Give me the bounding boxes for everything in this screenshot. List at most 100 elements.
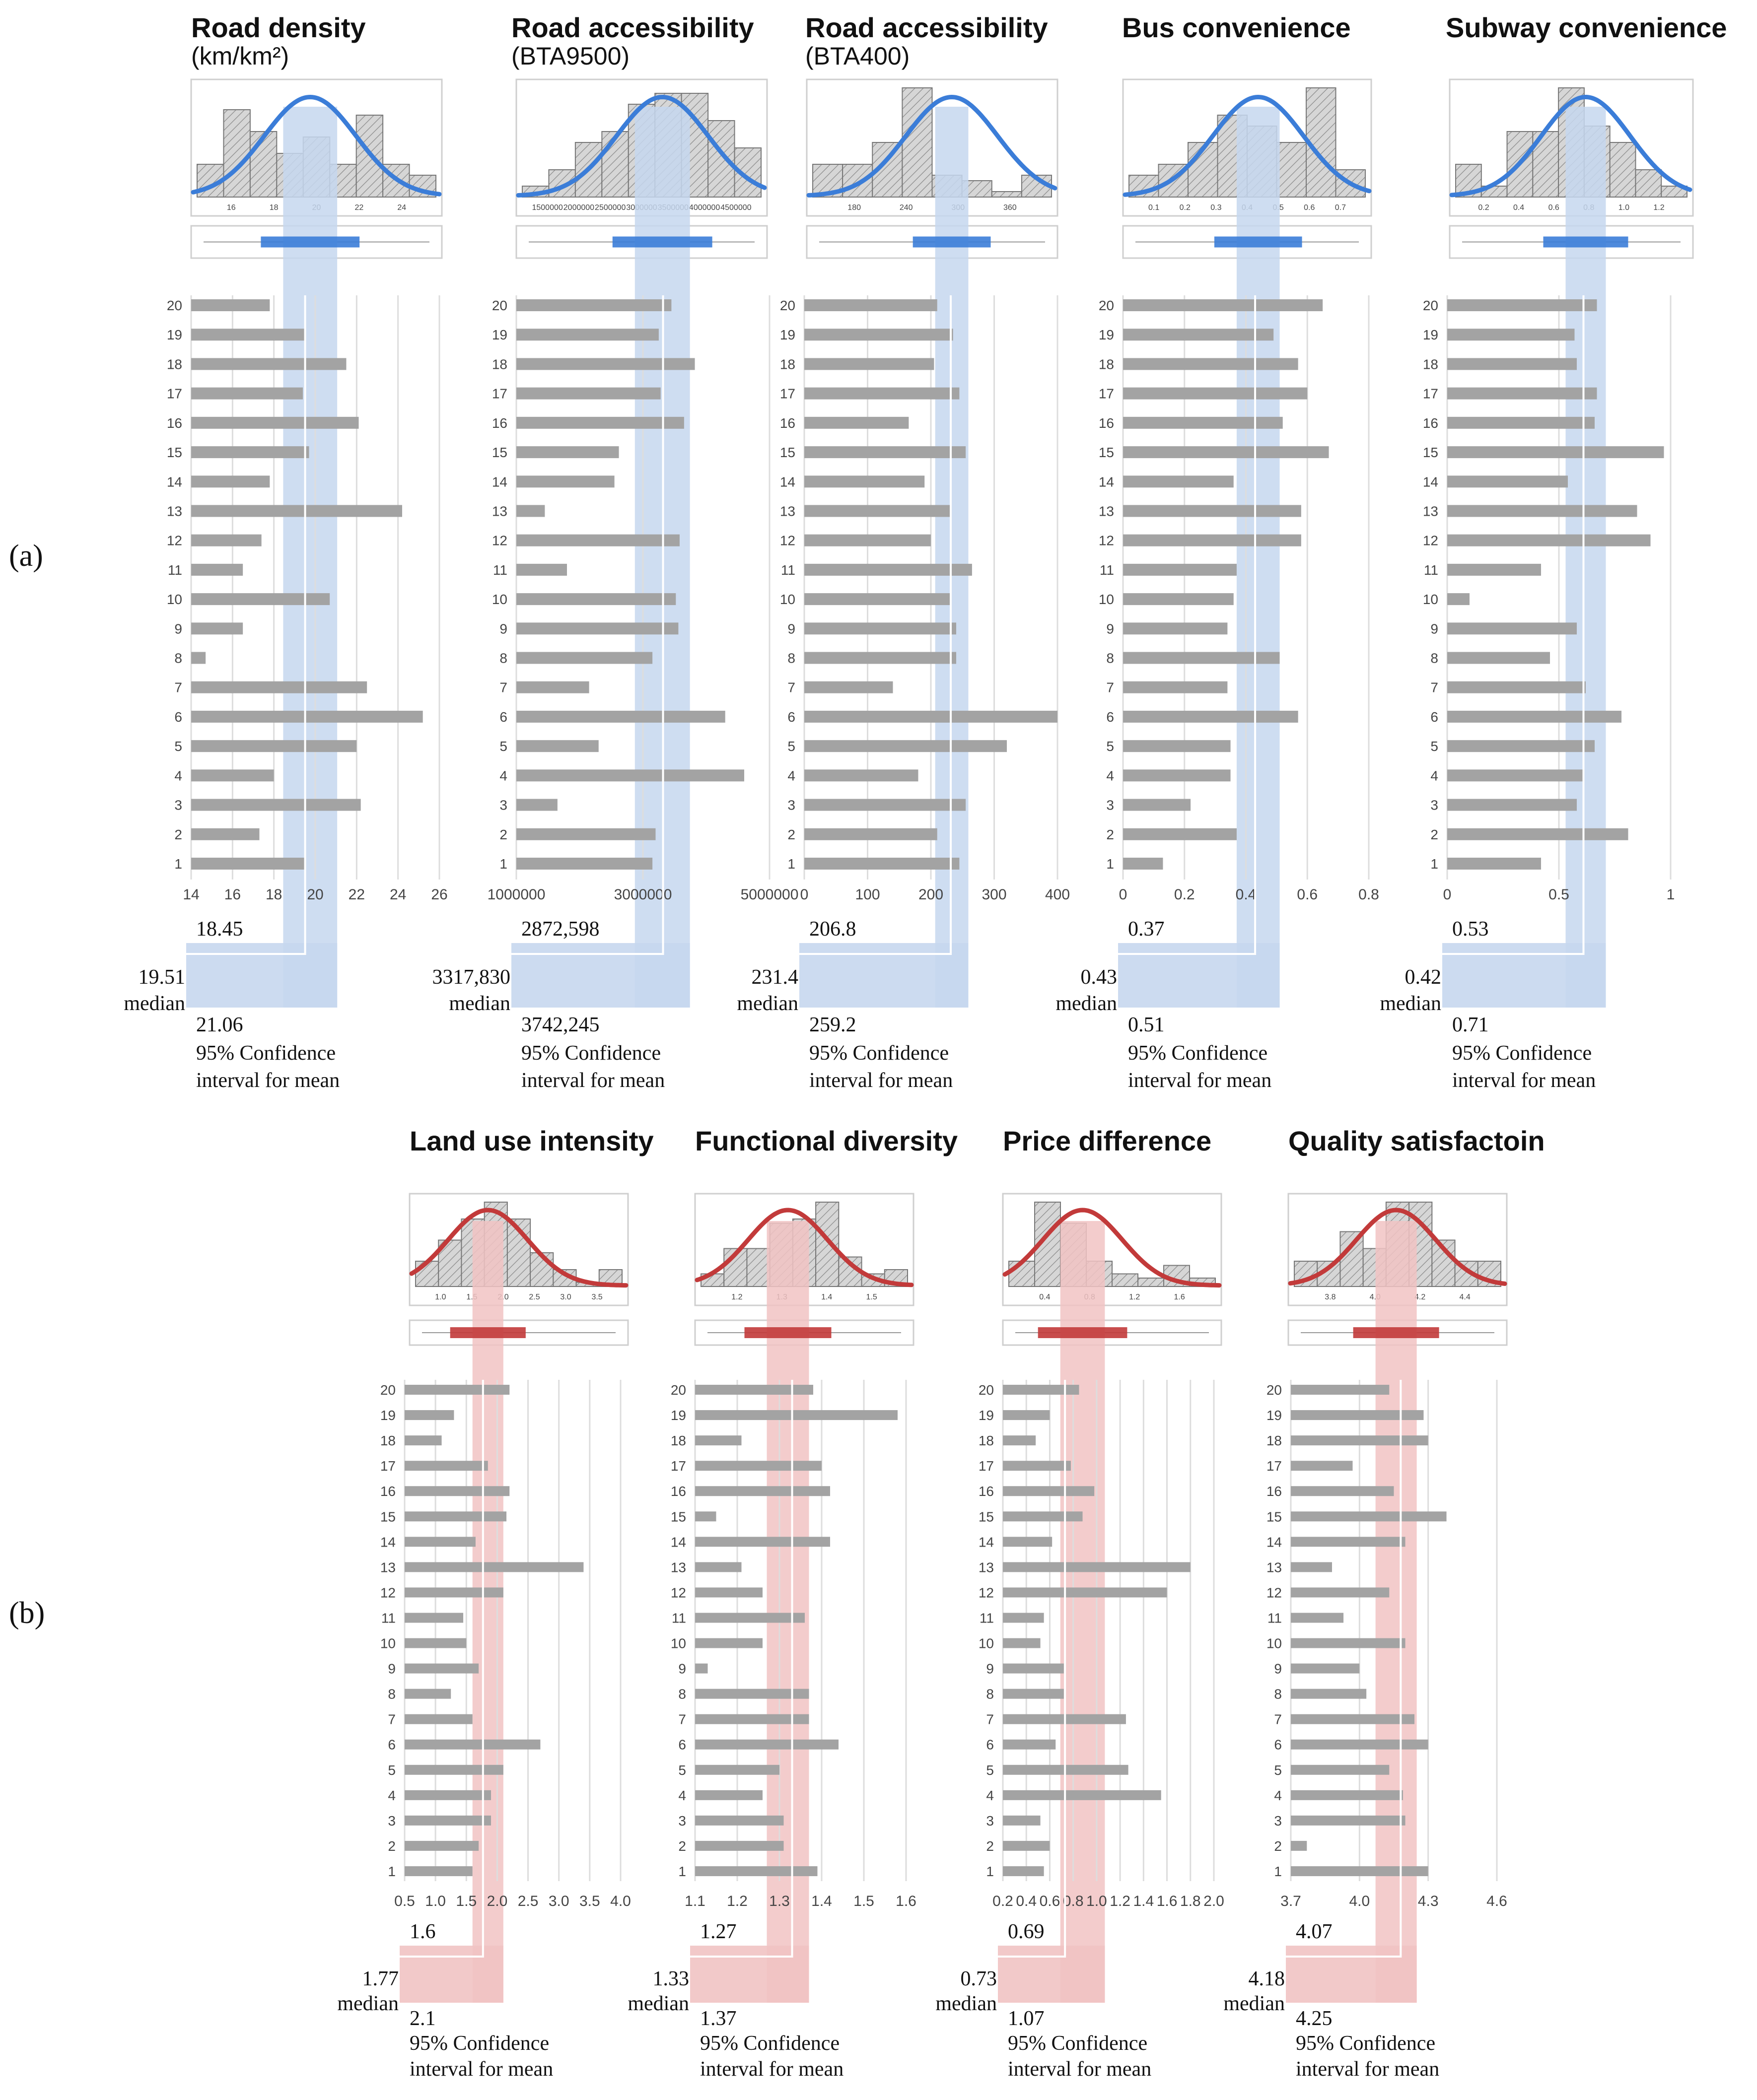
bar-row-13 bbox=[1447, 505, 1637, 517]
row-label: 19 bbox=[1423, 327, 1438, 342]
histogram-tick-label: 1.2 bbox=[1129, 1293, 1140, 1301]
histogram-tick-label: 3.5 bbox=[591, 1293, 602, 1301]
row-label: 20 bbox=[492, 298, 507, 313]
bar-row-15 bbox=[1291, 1511, 1447, 1522]
panel-2: Road accessibility(BTA9500) 1500000 200000… bbox=[432, 12, 799, 1092]
bar-row-5 bbox=[1447, 740, 1595, 752]
histogram-bin bbox=[1609, 142, 1636, 198]
row-label: 14 bbox=[492, 474, 507, 489]
row-label: 8 bbox=[678, 1687, 686, 1702]
median-caption: median bbox=[1055, 992, 1117, 1015]
ci-caption-line1: 95% Confidence bbox=[1008, 2032, 1147, 2055]
row-label: 12 bbox=[167, 533, 182, 548]
row-label: 17 bbox=[167, 386, 182, 402]
row-label: 12 bbox=[492, 533, 507, 548]
panel-subtitle: (BTA400) bbox=[805, 42, 910, 70]
bar-row-15 bbox=[405, 1511, 507, 1522]
bar-row-18 bbox=[1003, 1435, 1036, 1446]
x-tick-label: 24 bbox=[390, 886, 406, 903]
row-label: 16 bbox=[1266, 1484, 1282, 1499]
bar-row-4 bbox=[804, 769, 918, 782]
histogram-bin bbox=[1112, 1273, 1138, 1287]
bar-row-13 bbox=[516, 505, 545, 517]
row-label: 20 bbox=[167, 298, 182, 313]
bar-row-6 bbox=[1003, 1739, 1056, 1750]
bar-row-5 bbox=[191, 740, 357, 752]
bar-row-19 bbox=[405, 1410, 454, 1421]
median-caption: median bbox=[737, 992, 798, 1015]
row-label: 7 bbox=[1106, 680, 1114, 695]
x-tick-label: 0.8 bbox=[1063, 1893, 1084, 1909]
histogram-tick-label: 22 bbox=[354, 203, 363, 212]
row-label: 13 bbox=[671, 1559, 686, 1575]
row-label: 9 bbox=[1274, 1661, 1282, 1677]
median-band bbox=[799, 943, 969, 1008]
histogram-bin bbox=[707, 120, 735, 198]
row-label: 9 bbox=[986, 1661, 994, 1677]
bar-row-1 bbox=[405, 1866, 473, 1876]
row-label: 3 bbox=[1430, 798, 1438, 813]
row-label: 3 bbox=[1274, 1813, 1282, 1829]
bar-row-4 bbox=[1003, 1790, 1161, 1800]
histogram-tick-label: 2000000 bbox=[563, 203, 594, 212]
bar-row-11 bbox=[516, 563, 567, 576]
normal-curve bbox=[806, 94, 1057, 198]
x-tick-label: 1.4 bbox=[811, 1893, 832, 1909]
boxplot-box bbox=[1214, 236, 1302, 248]
bar-row-3 bbox=[191, 799, 361, 811]
row-label: 13 bbox=[1423, 503, 1438, 519]
row-label: 20 bbox=[780, 298, 795, 313]
x-tick-label: 4.0 bbox=[610, 1893, 631, 1909]
row-label: 15 bbox=[780, 445, 795, 460]
row-label: 7 bbox=[787, 680, 795, 695]
ci-lower-value: 2872,598 bbox=[521, 918, 600, 941]
histogram-tick-label: 1.4 bbox=[821, 1293, 832, 1301]
x-tick-label: 4.0 bbox=[1349, 1893, 1370, 1909]
bar-row-6 bbox=[695, 1739, 839, 1750]
histogram-tick-label: 1500000 bbox=[532, 203, 562, 212]
median-band bbox=[690, 1946, 809, 2003]
row-label: 18 bbox=[380, 1433, 396, 1448]
ci-upper-value: 0.71 bbox=[1452, 1014, 1489, 1036]
row-label: 6 bbox=[986, 1737, 994, 1753]
ci-caption-line2: interval for mean bbox=[521, 1069, 665, 1092]
x-tick-label: 200 bbox=[918, 886, 943, 903]
bar-row-14 bbox=[804, 475, 925, 488]
row-label: 12 bbox=[1099, 533, 1114, 548]
bar-row-19 bbox=[1291, 1410, 1424, 1421]
normal-curve bbox=[516, 94, 767, 198]
row-label: 5 bbox=[678, 1762, 686, 1778]
ci-upper-value: 3742,245 bbox=[521, 1014, 600, 1036]
x-tick-label: 3.7 bbox=[1280, 1893, 1301, 1909]
bar-row-7 bbox=[191, 681, 367, 693]
x-tick-label: 0 bbox=[800, 886, 809, 903]
row-label: 7 bbox=[174, 680, 182, 695]
row-label: 20 bbox=[979, 1382, 994, 1398]
row-label: 9 bbox=[1430, 621, 1438, 636]
histogram-bin bbox=[1635, 169, 1662, 198]
x-tick-label: 1.4 bbox=[1133, 1893, 1154, 1909]
row-label: 17 bbox=[492, 386, 507, 402]
bar-row-9 bbox=[1291, 1663, 1360, 1674]
histogram-tick-label: 0.4 bbox=[1513, 203, 1524, 212]
bar-row-12 bbox=[1123, 534, 1301, 546]
row-label: 6 bbox=[787, 709, 795, 725]
row-label: 19 bbox=[167, 327, 182, 342]
x-tick-label: 1.6 bbox=[896, 1893, 916, 1909]
row-label: 18 bbox=[780, 356, 795, 372]
histogram-bin bbox=[1339, 1231, 1364, 1287]
x-tick-label: 26 bbox=[431, 886, 447, 903]
row-label: 6 bbox=[174, 709, 182, 725]
bar-row-20 bbox=[1447, 299, 1597, 311]
x-tick-label: 0.5 bbox=[1548, 886, 1569, 903]
x-tick-label: 0.8 bbox=[1358, 886, 1379, 903]
panel-subtitle: (km/km²) bbox=[191, 42, 289, 70]
boxplot-box bbox=[1038, 1327, 1127, 1338]
bar-row-18 bbox=[1447, 358, 1577, 370]
bar-row-11 bbox=[405, 1613, 464, 1623]
ci-caption-line1: 95% Confidence bbox=[700, 2032, 840, 2055]
bar-row-2 bbox=[695, 1840, 784, 1851]
row-label: 3 bbox=[986, 1813, 994, 1829]
row-label: 12 bbox=[380, 1585, 396, 1600]
